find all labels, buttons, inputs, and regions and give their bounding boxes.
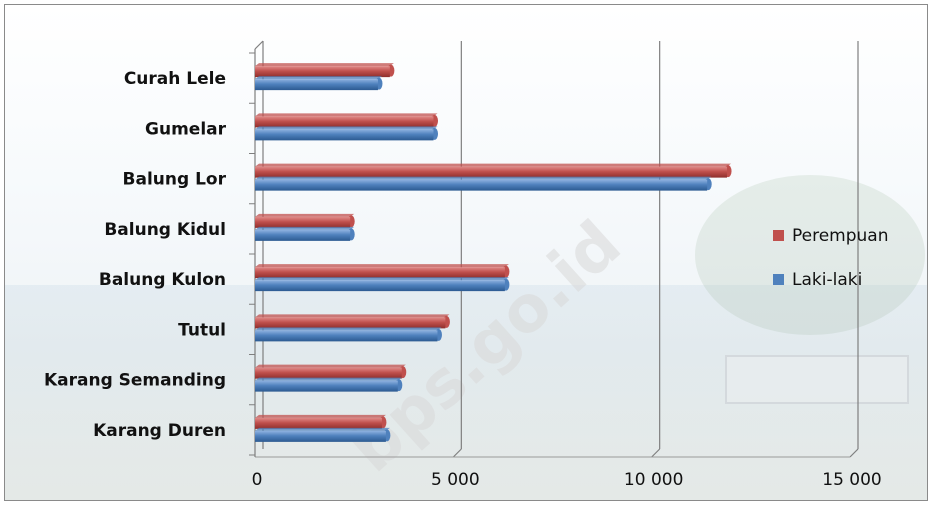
bar-perempuan-karang-semanding (255, 367, 402, 379)
bar-top-face (255, 364, 406, 368)
y-axis-top (254, 40, 264, 50)
background-tree (695, 175, 925, 335)
x-tick-label: 0 (252, 470, 263, 490)
bar-perempuan-gumelar (255, 116, 434, 128)
gridline-floor (452, 448, 462, 458)
category-label: Karang Duren (93, 421, 226, 441)
bar-top-face (255, 327, 442, 331)
bar-top-face (255, 314, 450, 318)
bar-top-face (255, 76, 382, 80)
bar-laki-laki-balung-lor (255, 179, 708, 191)
gridline-floor (849, 448, 859, 458)
bar-perempuan-balung-lor (255, 166, 728, 178)
bar-chart: bps.go.id Curah Lele Gumelar Balung Lor Bal… (44, 40, 889, 490)
bar-top-face (255, 63, 394, 67)
gridlines (452, 41, 859, 458)
legend: Perempuan Laki-laki (773, 226, 889, 290)
category-labels: Curah Lele Gumelar Balung Lor Balung Kidul B… (44, 69, 227, 441)
category-label: Tutul (178, 320, 226, 340)
bars (255, 63, 732, 442)
x-tick-labels: 0 5 000 10 000 15 000 (252, 470, 882, 490)
bar-laki-laki-balung-kulon (255, 280, 505, 292)
bar-top-face (255, 377, 402, 381)
legend-swatch (773, 274, 784, 285)
category-label: Curah Lele (124, 69, 226, 89)
bar-top-face (255, 163, 732, 167)
bar-top-face (255, 113, 438, 117)
watermark: bps.go.id (336, 207, 635, 487)
bar-top-face (255, 427, 390, 431)
bar-laki-laki-gumelar (255, 129, 434, 141)
bar-laki-laki-karang-duren (255, 430, 386, 442)
bar-top-face (255, 176, 712, 180)
category-label: Karang Semanding (44, 371, 226, 391)
bar-laki-laki-curah-lele (255, 79, 378, 91)
legend-label: Perempuan (792, 226, 889, 246)
x-tick-label: 5 000 (431, 470, 480, 490)
bar-perempuan-tutul (255, 317, 446, 329)
bar-laki-laki-tutul (255, 330, 438, 342)
background-fence (725, 355, 909, 404)
legend-swatch (773, 230, 784, 241)
x-tick-label: 10 000 (624, 470, 683, 490)
category-label: Balung Lor (123, 170, 227, 190)
bar-perempuan-curah-lele (255, 66, 390, 78)
chart-frame: bps.go.id Curah Lele Gumelar Balung Lor Bal… (4, 4, 928, 501)
category-label: Gumelar (145, 119, 227, 139)
bar-top-face (255, 126, 438, 130)
bar-top-face (255, 226, 355, 230)
bar-perempuan-balung-kidul (255, 216, 351, 228)
bar-laki-laki-karang-semanding (255, 380, 398, 392)
bar-top-face (255, 264, 509, 268)
x-tick-label: 15 000 (822, 470, 881, 490)
bar-top-face (255, 277, 509, 281)
legend-label: Laki-laki (792, 270, 862, 290)
bar-perempuan-balung-kulon (255, 267, 505, 279)
bar-perempuan-karang-duren (255, 417, 382, 429)
gridline-floor (651, 448, 661, 458)
category-label: Balung Kulon (99, 270, 226, 290)
bar-top-face (255, 213, 355, 217)
bar-laki-laki-balung-kidul (255, 229, 351, 241)
bar-top-face (255, 414, 386, 418)
category-label: Balung Kidul (104, 220, 226, 240)
